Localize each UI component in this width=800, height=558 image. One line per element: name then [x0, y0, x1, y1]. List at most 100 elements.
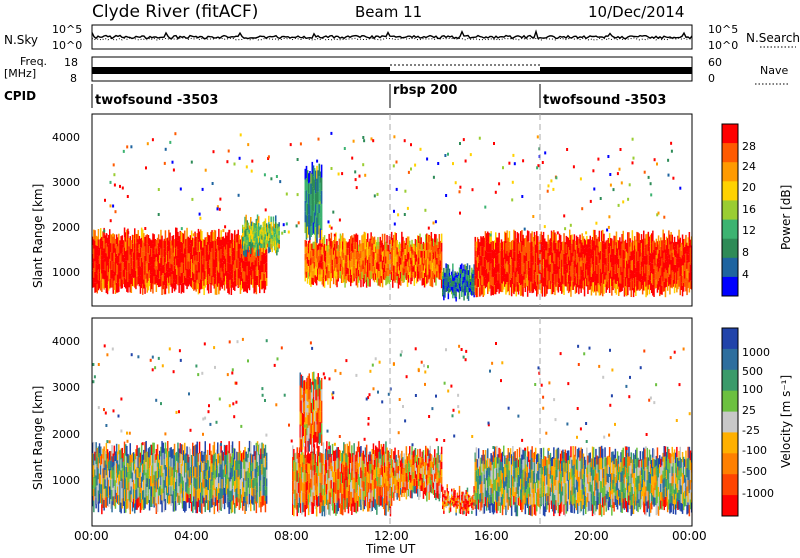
scatter-cell: [653, 288, 655, 297]
scatter-cell: [623, 231, 625, 241]
scatter-speck: [110, 204, 112, 207]
scatter-speck: [532, 215, 534, 218]
scatter-speck: [408, 171, 410, 174]
noise-panel: N.Sky 10^5 10^0 10^5 10^0 N.Search: [4, 23, 800, 52]
scatter-speck: [444, 154, 446, 157]
scatter-speck: [668, 174, 670, 177]
scatter-cell: [167, 441, 169, 451]
scatter-speck: [331, 167, 333, 170]
scatter-cell: [278, 235, 280, 239]
scatter-speck: [435, 220, 437, 223]
scatter-cell: [461, 291, 463, 297]
scatter-cell: [665, 288, 667, 298]
scatter-speck: [298, 221, 300, 224]
scatter-speck: [191, 161, 193, 164]
scatter-speck: [393, 164, 395, 167]
scatter-speck: [609, 173, 611, 176]
scatter-speck: [103, 230, 105, 233]
scatter-speck: [465, 160, 467, 163]
scatter-speck: [508, 162, 510, 165]
scatter-speck: [334, 234, 336, 237]
scatter-cell: [217, 442, 219, 454]
scatter-cell: [420, 237, 422, 244]
scatter-speck: [618, 204, 620, 207]
scatter-speck: [580, 177, 582, 180]
scatter-speck: [193, 233, 195, 236]
scatter-speck: [251, 170, 253, 173]
scatter-cell: [435, 277, 437, 286]
scatter-cell: [250, 442, 252, 454]
scatter-speck: [590, 200, 592, 203]
scatter-speck: [362, 136, 364, 139]
scatter-speck: [632, 161, 634, 164]
scatter-cell: [157, 444, 159, 455]
scatter-speck: [672, 177, 674, 180]
scatter-speck: [585, 231, 587, 234]
scatter-speck: [341, 172, 343, 175]
search-noise-line: [92, 38, 692, 40]
scatter-cell: [208, 284, 210, 294]
power-cbar-label: Power [dB]: [779, 185, 793, 250]
scatter-cell: [395, 233, 397, 241]
scatter-speck: [145, 166, 147, 169]
scatter-speck: [212, 182, 214, 185]
scatter-speck: [633, 157, 635, 160]
scatter-speck: [620, 148, 622, 151]
scatter-cell: [256, 502, 258, 514]
scatter-cell: [268, 216, 270, 222]
power-colorbar: [722, 124, 738, 297]
scatter-cell: [382, 279, 384, 288]
scatter-cell: [266, 470, 268, 479]
scatter-speck: [251, 160, 253, 163]
scatter-speck: [404, 213, 406, 216]
scatter-speck: [353, 140, 355, 143]
scatter-speck: [472, 188, 474, 191]
scatter-speck: [238, 194, 240, 197]
scatter-speck: [354, 170, 356, 173]
scatter-speck: [433, 176, 435, 179]
power-data-layer: [92, 132, 692, 302]
scatter-speck: [126, 145, 128, 148]
power-cbar-tick-16: 16: [742, 203, 756, 216]
scatter-speck: [234, 163, 236, 166]
power-cbar-tick-12: 12: [742, 224, 756, 237]
scatter-speck: [297, 193, 299, 196]
scatter-cell: [455, 292, 457, 297]
scatter-speck: [164, 162, 166, 165]
scatter-speck: [463, 138, 465, 141]
scatter-speck: [297, 158, 299, 161]
scatter-cell: [153, 443, 155, 454]
scatter-speck: [364, 174, 366, 177]
nave-label: Nave: [760, 64, 788, 77]
scatter-speck: [512, 181, 514, 184]
scatter-speck: [524, 228, 526, 231]
scatter-speck: [316, 160, 318, 163]
scatter-speck: [514, 162, 516, 165]
scatter-cell: [266, 495, 268, 504]
scatter-cell: [441, 261, 443, 270]
scatter-speck: [627, 198, 629, 201]
scatter-cell: [186, 446, 188, 455]
scatter-speck: [658, 212, 660, 215]
scatter-speck: [205, 169, 207, 172]
scatter-cell: [266, 487, 268, 496]
colorbar-swatch: [722, 200, 738, 220]
scatter-speck: [351, 157, 353, 160]
scatter-speck: [331, 227, 333, 230]
scatter-speck: [563, 214, 565, 217]
scatter-speck: [608, 215, 610, 218]
scatter-cell: [432, 279, 434, 287]
scatter-speck: [606, 229, 608, 232]
scatter-speck: [270, 177, 272, 180]
scatter-speck: [181, 227, 183, 230]
scatter-cell: [452, 264, 454, 270]
scatter-cell: [214, 442, 216, 454]
scatter-speck: [104, 199, 106, 202]
scatter-speck: [264, 173, 266, 176]
scatter-speck: [426, 158, 428, 161]
scatter-speck: [573, 165, 575, 168]
scatter-speck: [110, 181, 112, 184]
scatter-speck: [670, 142, 672, 145]
scatter-speck: [169, 141, 171, 144]
scatter-speck: [663, 216, 665, 219]
